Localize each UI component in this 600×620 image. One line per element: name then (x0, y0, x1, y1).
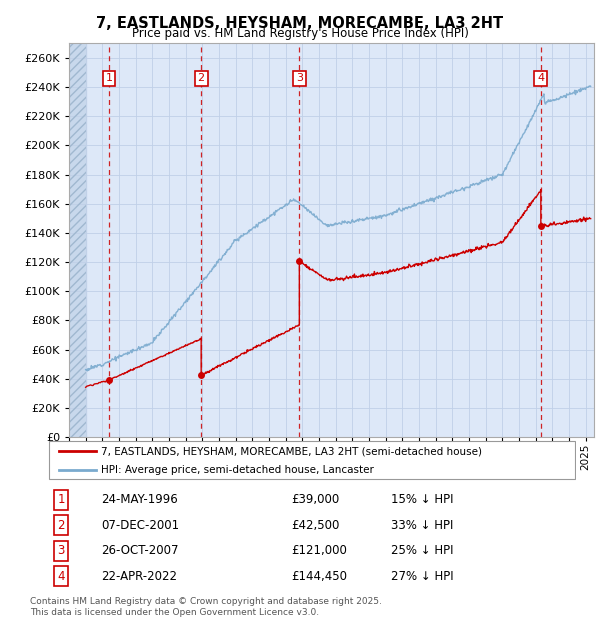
Bar (69, 43, 86, 437)
Text: 4: 4 (537, 73, 544, 84)
Text: 2: 2 (197, 73, 205, 84)
Text: £42,500: £42,500 (291, 519, 339, 532)
Text: 4: 4 (58, 570, 65, 583)
Text: 7, EASTLANDS, HEYSHAM, MORECAMBE, LA3 2HT: 7, EASTLANDS, HEYSHAM, MORECAMBE, LA3 2H… (97, 16, 503, 30)
Text: £39,000: £39,000 (291, 494, 339, 506)
Text: 24-MAY-1996: 24-MAY-1996 (101, 494, 178, 506)
Text: 3: 3 (58, 544, 65, 557)
Text: 2: 2 (58, 519, 65, 532)
Text: HPI: Average price, semi-detached house, Lancaster: HPI: Average price, semi-detached house,… (101, 466, 374, 476)
Text: 1: 1 (58, 494, 65, 506)
Text: Contains HM Land Registry data © Crown copyright and database right 2025.
This d: Contains HM Land Registry data © Crown c… (30, 598, 382, 617)
Bar (69, 43, 86, 437)
FancyBboxPatch shape (49, 441, 575, 479)
Text: 3: 3 (296, 73, 303, 84)
Text: 7, EASTLANDS, HEYSHAM, MORECAMBE, LA3 2HT (semi-detached house): 7, EASTLANDS, HEYSHAM, MORECAMBE, LA3 2H… (101, 446, 482, 456)
Text: 26-OCT-2007: 26-OCT-2007 (101, 544, 178, 557)
Text: Price paid vs. HM Land Registry's House Price Index (HPI): Price paid vs. HM Land Registry's House … (131, 27, 469, 40)
Text: 07-DEC-2001: 07-DEC-2001 (101, 519, 179, 532)
Text: 22-APR-2022: 22-APR-2022 (101, 570, 177, 583)
Text: 27% ↓ HPI: 27% ↓ HPI (391, 570, 454, 583)
Text: 15% ↓ HPI: 15% ↓ HPI (391, 494, 454, 506)
Text: £121,000: £121,000 (291, 544, 347, 557)
Text: 25% ↓ HPI: 25% ↓ HPI (391, 544, 454, 557)
Text: 1: 1 (106, 73, 112, 84)
Text: £144,450: £144,450 (291, 570, 347, 583)
Text: 33% ↓ HPI: 33% ↓ HPI (391, 519, 454, 532)
